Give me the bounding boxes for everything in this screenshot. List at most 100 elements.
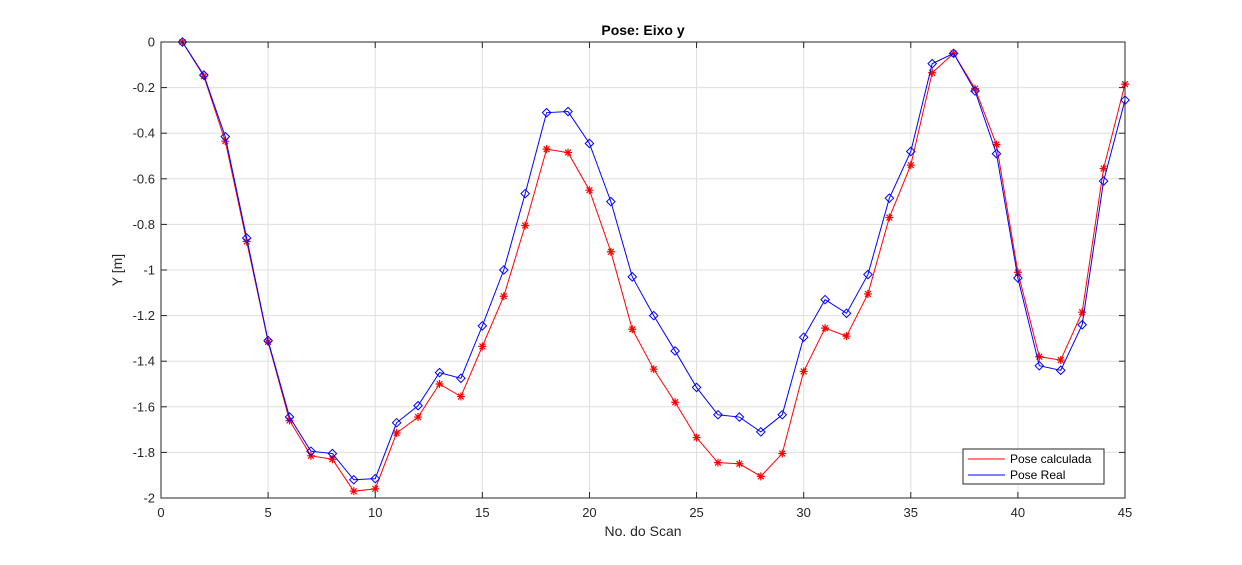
data-point-pose-real: [477, 320, 488, 331]
data-point-pose-real: [991, 148, 1002, 159]
x-tick-label: 5: [264, 505, 271, 520]
data-point-pose-calculada: [735, 459, 744, 468]
data-point-pose-calculada: [628, 325, 637, 334]
data-point-pose-real: [1098, 176, 1109, 186]
data-point-pose-real: [584, 138, 595, 149]
data-point-pose-real: [1034, 360, 1045, 371]
data-point-pose-real: [734, 412, 745, 422]
data-point-pose-real: [670, 346, 681, 356]
data-point-pose-real: [306, 446, 316, 457]
data-point-pose-calculada: [371, 484, 380, 493]
y-tick-label: 0: [148, 35, 155, 50]
data-point-pose-real: [284, 412, 295, 422]
data-point-pose-calculada: [692, 433, 701, 442]
data-point-pose-real: [777, 409, 788, 420]
legend: Pose calculada Pose Real: [962, 448, 1105, 485]
data-point-pose-real: [198, 70, 209, 80]
y-tick-label: -1.6: [133, 399, 155, 414]
data-point-pose-real: [884, 193, 895, 204]
x-tick-label: 40: [1011, 505, 1025, 520]
data-point-pose-calculada: [671, 398, 680, 407]
data-point-pose-calculada: [478, 342, 487, 351]
series-line-pose-real: [182, 41, 1126, 481]
data-point-pose-calculada: [842, 332, 851, 341]
data-point-pose-calculada: [1013, 268, 1022, 277]
data-point-pose-real: [713, 409, 723, 420]
legend-box: [962, 448, 1105, 485]
y-tick-label: -0.4: [133, 126, 155, 141]
data-point-pose-real: [798, 332, 809, 343]
data-point-pose-real: [627, 271, 638, 282]
data-point-pose-real: [1012, 273, 1023, 283]
x-tick-label: 45: [1118, 505, 1132, 520]
series-pose-calculada: [178, 38, 1129, 496]
x-tick-label: 25: [689, 505, 703, 520]
data-point-pose-real: [220, 131, 231, 142]
data-point-pose-real: [370, 473, 381, 484]
data-point-pose-real: [456, 373, 466, 384]
data-point-pose-real: [241, 233, 252, 243]
data-point-pose-calculada: [521, 221, 530, 230]
x-tick-label: 15: [475, 505, 489, 520]
data-point-pose-calculada: [564, 148, 573, 157]
data-point-pose-calculada: [456, 392, 465, 401]
y-tick-label: -1.4: [133, 354, 155, 369]
data-point-pose-real: [327, 448, 338, 459]
data-point-pose-calculada: [606, 247, 615, 256]
data-point-pose-real: [948, 48, 959, 59]
data-point-pose-calculada: [285, 416, 294, 425]
data-point-pose-calculada: [971, 84, 980, 93]
y-tick-label: -0.6: [133, 171, 155, 186]
data-point-pose-calculada: [799, 367, 808, 376]
data-point-pose-calculada: [906, 161, 915, 170]
data-point-pose-calculada: [713, 458, 722, 467]
y-tick-label: -1.2: [133, 308, 155, 323]
data-point-pose-real: [755, 426, 766, 437]
data-point-pose-calculada: [756, 472, 765, 481]
data-point-pose-calculada: [928, 68, 937, 77]
legend-label-pose-calculada: Pose calculada: [1010, 452, 1092, 466]
x-tick-label: 30: [796, 505, 810, 520]
data-point-pose-real: [413, 400, 423, 411]
data-point-pose-calculada: [585, 186, 594, 195]
legend-label-pose-real: Pose Real: [1010, 468, 1065, 482]
y-axis-label: Y [m]: [109, 254, 125, 286]
data-point-pose-calculada: [542, 145, 551, 154]
data-point-pose-calculada: [649, 365, 658, 374]
data-point-pose-real: [541, 107, 552, 118]
x-tick-label: 35: [904, 505, 918, 520]
data-point-pose-real: [498, 265, 509, 275]
data-point-pose-calculada: [1056, 356, 1065, 365]
y-tick-label: -1.8: [133, 445, 155, 460]
data-point-pose-calculada: [863, 289, 872, 298]
data-point-pose-real: [520, 188, 531, 199]
x-tick-label: 20: [582, 505, 596, 520]
y-tick-label: -1: [143, 263, 155, 278]
data-point-pose-real: [391, 417, 402, 428]
data-point-pose-calculada: [414, 413, 423, 422]
data-point-pose-calculada: [778, 449, 787, 458]
data-point-pose-real: [691, 382, 702, 393]
data-point-pose-real: [820, 294, 830, 305]
data-point-pose-calculada: [992, 140, 1001, 149]
chart-title: Pose: Eixo y: [601, 22, 684, 38]
x-tick-label: 10: [368, 505, 382, 520]
data-point-pose-real: [563, 106, 573, 117]
data-point-pose-real: [863, 269, 873, 280]
data-point-pose-calculada: [885, 213, 894, 222]
data-point-pose-real: [648, 310, 659, 321]
x-axis-label: No. do Scan: [604, 523, 681, 539]
series-pose-real: [177, 37, 1130, 485]
data-point-pose-calculada: [499, 292, 508, 301]
axis-ticks: 0 5 10 15 20 25 30 35 40 45 0 -0.2 -0.4 -0.6 -0.8 -1 -1.…: [133, 35, 1133, 521]
data-point-pose-real: [905, 146, 916, 157]
y-tick-label: -2: [143, 491, 155, 506]
data-point-pose-calculada: [349, 487, 358, 496]
data-point-pose-real: [605, 196, 616, 207]
data-point-pose-calculada: [821, 324, 830, 333]
x-tick-label: 0: [157, 505, 164, 520]
data-point-pose-calculada: [1099, 164, 1108, 173]
series-layer: [177, 37, 1130, 496]
